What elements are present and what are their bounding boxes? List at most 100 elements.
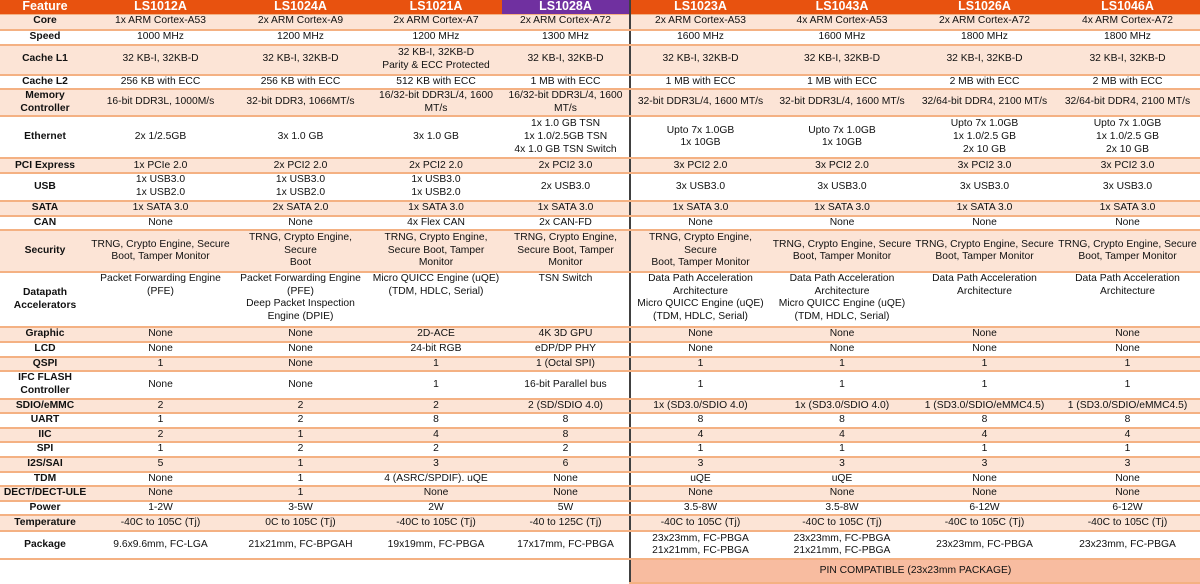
cell-ls1026a: Upto 7x 1.0GB 1x 1.0/2.5 GB 2x 10 GB: [914, 116, 1055, 160]
cell-ls1023a: 1x (SD3.0/SDIO 4.0): [629, 398, 770, 415]
cell-ls1012a: TRNG, Crypto Engine, Secure Boot, Tamper…: [90, 230, 231, 274]
cell-ls1043a: 1x (SD3.0/SDIO 4.0): [770, 398, 914, 415]
feature-label: Core: [0, 14, 90, 31]
feature-label: Datapath Accelerators: [0, 272, 90, 329]
cell-ls1024a: 2: [231, 398, 370, 415]
pin-compatible-note: PIN COMPATIBLE (23x23mm PACKAGE): [629, 559, 1200, 584]
feature-label: Graphic: [0, 327, 90, 343]
cell-ls1023a: TRNG, Crypto Engine, Secure Boot, Tamper…: [629, 230, 770, 274]
cell-ls1012a: 1x SATA 3.0: [90, 200, 231, 217]
cell-ls1028a: 16-bit Parallel bus: [502, 371, 630, 400]
cell-ls1012a: None: [90, 327, 231, 343]
cell-ls1021a: 1200 MHz: [370, 30, 502, 46]
column-header-ls1023a: LS1023A: [629, 0, 770, 15]
feature-label: QSPI: [0, 356, 90, 373]
feature-label: Package: [0, 531, 90, 561]
cell-ls1043a: 3x PCI2 2.0: [770, 158, 914, 175]
cell-ls1024a: 32-bit DDR3, 1066MT/s: [231, 89, 370, 118]
cell-ls1028a: 8: [502, 427, 630, 444]
table-row: IFC FLASH Controller None None 1 16-bit Para…: [0, 371, 1200, 400]
cell-ls1023a: -40C to 105C (Tj): [629, 515, 770, 533]
table-row: TDM None 1 4 (ASRC/SPDIF). uQE None uQE uQE Non…: [0, 471, 1200, 488]
cell-ls1021a: 2D-ACE: [370, 327, 502, 343]
table-row: USB 1x USB3.0 1x USB2.0 1x USB3.0 1x USB2.…: [0, 173, 1200, 202]
cell-ls1024a: 1: [231, 456, 370, 473]
table-row: SATA 1x SATA 3.0 2x SATA 2.0 1x SATA 3.0 1x …: [0, 200, 1200, 217]
cell-ls1043a: TRNG, Crypto Engine, Secure Boot, Tamper…: [770, 230, 914, 274]
cell-ls1028a: 5W: [502, 500, 630, 517]
cell-ls1023a: 8: [629, 413, 770, 429]
cell-ls1046a: 8: [1055, 413, 1200, 429]
cell-ls1046a: 1x SATA 3.0: [1055, 200, 1200, 217]
cell-ls1043a: 4x ARM Cortex-A53: [770, 14, 914, 31]
cell-ls1046a: -40C to 105C (Tj): [1055, 515, 1200, 533]
cell-ls1026a: 1800 MHz: [914, 30, 1055, 46]
cell-ls1043a: -40C to 105C (Tj): [770, 515, 914, 533]
cell-ls1026a: 32 KB-I, 32KB-D: [914, 44, 1055, 76]
cell-ls1023a: 3.5-8W: [629, 500, 770, 517]
cell-ls1021a: 24-bit RGB: [370, 341, 502, 358]
cell-ls1043a: None: [770, 327, 914, 343]
cell-ls1023a: None: [629, 327, 770, 343]
cell-ls1046a: 3x USB3.0: [1055, 173, 1200, 202]
cell-ls1021a: 1x SATA 3.0: [370, 200, 502, 217]
cell-ls1046a: 1: [1055, 356, 1200, 373]
cell-ls1026a: 8: [914, 413, 1055, 429]
column-header-ls1021a: LS1021A: [370, 0, 502, 15]
cell-ls1023a: 23x23mm, FC-PBGA 21x21mm, FC-PBGA: [629, 531, 770, 561]
cell-ls1024a: TRNG, Crypto Engine, Secure Boot: [231, 230, 370, 274]
cell-ls1012a: 1: [90, 356, 231, 373]
cell-ls1023a: 32-bit DDR3L/4, 1600 MT/s: [629, 89, 770, 118]
cell-ls1012a: 2: [90, 398, 231, 415]
cell-ls1021a: 32 KB-I, 32KB-D Parity & ECC Protected: [370, 44, 502, 76]
cell-ls1024a: 3-5W: [231, 500, 370, 517]
cell-ls1024a: None: [231, 356, 370, 373]
table-row: IIC 2 1 4 8 4 4 4 4: [0, 427, 1200, 444]
feature-label: Power: [0, 500, 90, 517]
cell-ls1026a: 4: [914, 427, 1055, 444]
cell-ls1024a: 32 KB-I, 32KB-D: [231, 44, 370, 76]
cell-ls1046a: 3x PCI2 3.0: [1055, 158, 1200, 175]
feature-label: Security: [0, 230, 90, 274]
cell-ls1043a: 1: [770, 356, 914, 373]
cell-ls1026a: 1: [914, 442, 1055, 458]
cell-ls1043a: Data Path Acceleration Architecture Micr…: [770, 272, 914, 329]
cell-ls1028a: 17x17mm, FC-PBGA: [502, 531, 630, 561]
cell-ls1023a: 32 KB-I, 32KB-D: [629, 44, 770, 76]
table-row: QSPI 1 None 1 1 (Octal SPI) 1 1 1 1: [0, 356, 1200, 373]
cell-ls1026a: 32/64-bit DDR4, 2100 MT/s: [914, 89, 1055, 118]
table-row: SDIO/eMMC 2 2 2 2 (SD/SDIO 4.0) 1x (SD3.0/SDI…: [0, 398, 1200, 415]
cell-ls1024a: 1200 MHz: [231, 30, 370, 46]
cell-ls1026a: Data Path Acceleration Architecture: [914, 272, 1055, 329]
cell-ls1046a: 6-12W: [1055, 500, 1200, 517]
feature-label: Speed: [0, 30, 90, 46]
cell-ls1023a: 4: [629, 427, 770, 444]
cell-ls1046a: 2 MB with ECC: [1055, 74, 1200, 91]
cell-ls1023a: 3x USB3.0: [629, 173, 770, 202]
cell-ls1028a: 2x PCI2 3.0: [502, 158, 630, 175]
feature-label: TDM: [0, 471, 90, 488]
feature-label: Temperature: [0, 515, 90, 533]
cell-ls1023a: None: [629, 486, 770, 502]
feature-label: LCD: [0, 341, 90, 358]
cell-ls1021a: 2: [370, 442, 502, 458]
cell-ls1021a: Micro QUICC Engine (uQE) (TDM, HDLC, Ser…: [370, 272, 502, 329]
cell-ls1024a: 2x ARM Cortex-A9: [231, 14, 370, 31]
cell-ls1043a: None: [770, 486, 914, 502]
cell-ls1023a: 1: [629, 356, 770, 373]
cell-ls1046a: 32 KB-I, 32KB-D: [1055, 44, 1200, 76]
cell-ls1012a: None: [90, 471, 231, 488]
table-row: Datapath Accelerators Packet Forwarding E…: [0, 272, 1200, 329]
table-row: SPI 1 2 2 2 1 1 1 1: [0, 442, 1200, 458]
cell-ls1021a: 4x Flex CAN: [370, 215, 502, 232]
cell-ls1046a: None: [1055, 327, 1200, 343]
cell-ls1026a: None: [914, 327, 1055, 343]
cell-ls1012a: 16-bit DDR3L, 1000M/s: [90, 89, 231, 118]
cell-ls1026a: 1 (SD3.0/SDIO/eMMC4.5): [914, 398, 1055, 415]
cell-ls1024a: 21x21mm, FC-BPGAH: [231, 531, 370, 561]
cell-ls1024a: None: [231, 341, 370, 358]
cell-ls1012a: None: [90, 371, 231, 400]
cell-ls1021a: 2W: [370, 500, 502, 517]
cell-ls1012a: 1: [90, 442, 231, 458]
cell-ls1021a: 8: [370, 413, 502, 429]
